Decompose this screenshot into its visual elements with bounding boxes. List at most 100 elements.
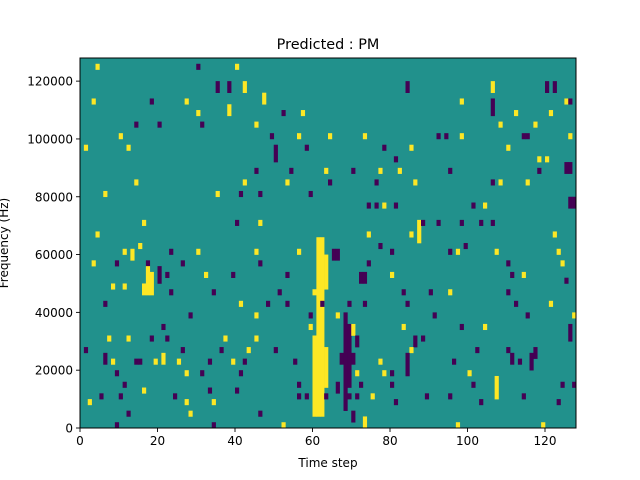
heatmap-cell [242, 179, 247, 186]
heatmap-cell [211, 289, 216, 296]
heatmap-cell [254, 335, 259, 342]
heatmap-cell [273, 144, 278, 163]
heatmap-cell [548, 110, 554, 117]
heatmap-cell [103, 190, 108, 198]
heatmap-cell [564, 98, 569, 105]
heatmap-cell [277, 289, 282, 296]
x-tick-label: 0 [76, 434, 84, 448]
heatmap-cell [490, 219, 495, 226]
heatmap-cell [227, 81, 232, 93]
heatmap-cell [463, 243, 468, 250]
heatmap-cell [335, 381, 340, 394]
heatmap-cell [374, 202, 379, 209]
heatmap-cell [347, 393, 352, 400]
heatmap-cell [142, 283, 147, 296]
x-tick-label: 100 [456, 434, 479, 448]
heatmap-cell [122, 248, 127, 255]
heatmap-cell [169, 289, 174, 296]
heatmap-cell [231, 358, 236, 365]
heatmap-cell [444, 133, 449, 140]
heatmap-cell [525, 312, 530, 319]
heatmap-cell [207, 358, 213, 365]
heatmap-cell [215, 81, 220, 93]
heatmap-cell [494, 375, 499, 400]
heatmap-cell [324, 167, 329, 174]
heatmap-cell [134, 358, 139, 365]
heatmap-cell [235, 63, 240, 70]
heatmap-cell [188, 410, 193, 417]
heatmap-cell [560, 260, 565, 267]
heatmap-cell [138, 243, 143, 250]
heatmap-cell [393, 202, 399, 209]
heatmap-cell [316, 237, 321, 417]
heatmap-cell [300, 110, 306, 117]
heatmap-cell [111, 358, 116, 365]
heatmap-cell [320, 237, 325, 417]
heatmap-cell [351, 167, 356, 174]
heatmap-cell [231, 271, 236, 278]
heatmap-cell [545, 156, 550, 163]
heatmap-cell [452, 358, 457, 365]
heatmap-cell [498, 121, 503, 128]
heatmap-cell [281, 422, 286, 429]
heatmap-cell [289, 167, 294, 174]
heatmap-cell [196, 63, 201, 70]
heatmap-cell [145, 260, 151, 267]
heatmap-cell [335, 312, 340, 319]
heatmap-cell [351, 410, 356, 423]
heatmap-cell [312, 289, 317, 296]
heatmap-cell [95, 63, 100, 70]
heatmap-cell [483, 323, 488, 331]
heatmap-cell [448, 393, 453, 400]
heatmap-cell [142, 219, 147, 226]
y-axis: 0 20000 40000 60000 80000 100000 120000 [27, 75, 80, 436]
heatmap-cell [382, 202, 387, 209]
heatmap-cell [378, 358, 383, 365]
heatmap-cell [242, 358, 247, 365]
heatmap-cell [161, 323, 166, 331]
heatmap-cell [362, 416, 368, 429]
heatmap-cell [506, 144, 511, 151]
heatmap-cell [405, 300, 410, 307]
heatmap-cell [459, 133, 464, 140]
y-tick-label: 100000 [27, 132, 73, 146]
heatmap-cell [409, 231, 414, 238]
heatmap-cell [153, 358, 158, 365]
heatmap-cell [285, 300, 290, 307]
heatmap-cell [126, 410, 131, 417]
heatmap-cell [560, 381, 565, 388]
heatmap-cell [432, 312, 437, 319]
heatmap-cell [169, 248, 174, 255]
heatmap-cell [238, 370, 244, 377]
heatmap-cell [455, 248, 461, 255]
heatmap-cell [254, 248, 259, 255]
plot-frame [79, 57, 577, 429]
heatmap-cell [552, 81, 557, 93]
x-axis: 0 20 40 60 80 100 120 [76, 428, 556, 448]
heatmap-cell [304, 393, 309, 400]
heatmap-cell [269, 133, 275, 140]
heatmap-cell [281, 110, 286, 117]
heatmap-cell [436, 219, 441, 226]
heatmap-cell [448, 248, 453, 255]
heatmap-cell [568, 98, 573, 105]
heatmap-cell [521, 393, 526, 400]
heatmap-cell [366, 202, 371, 209]
heatmap-cell [494, 248, 499, 255]
heatmap-cell [347, 300, 352, 307]
heatmap-cell [254, 121, 259, 128]
heatmap-cell [103, 352, 108, 365]
heatmap-cell [107, 335, 112, 342]
heatmap-cell [366, 231, 371, 238]
y-tick-label: 120000 [27, 75, 73, 89]
heatmap-cell [479, 219, 484, 226]
heatmap-cell [184, 98, 189, 105]
heatmap-cell [355, 335, 360, 348]
heatmap-cell [184, 370, 189, 377]
heatmap-cell [335, 248, 340, 261]
heatmap-cell [126, 144, 131, 151]
heatmap-cell [293, 358, 298, 365]
heatmap-cell [196, 110, 201, 117]
heatmap-cell [114, 370, 120, 377]
heatmap-cell [238, 190, 244, 198]
